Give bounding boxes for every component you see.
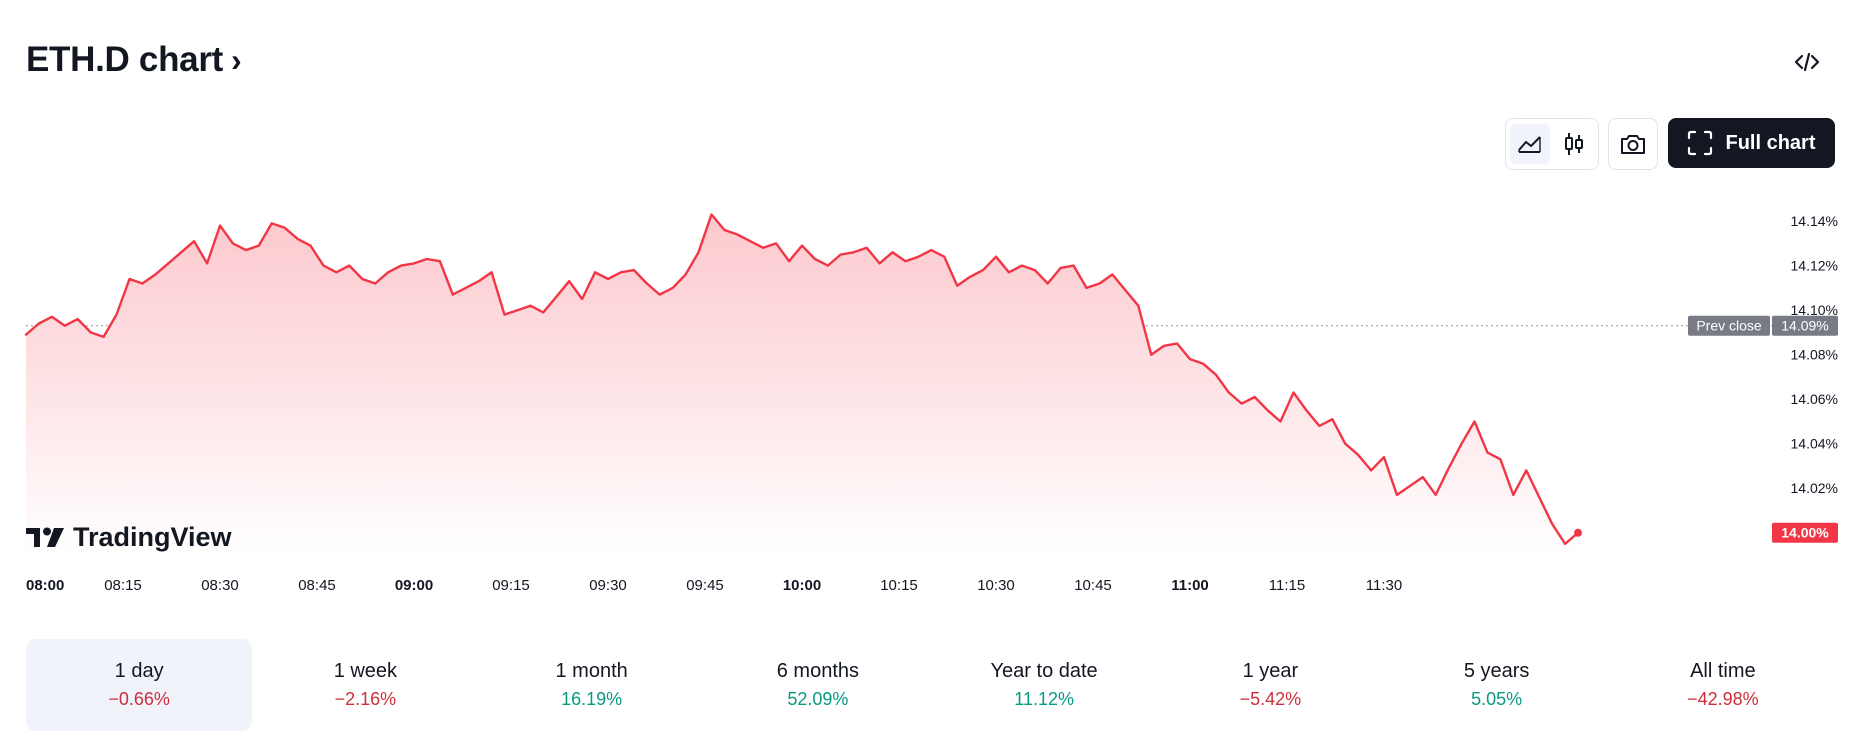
period-change: 16.19% xyxy=(561,689,623,709)
period-tab[interactable]: 6 months 52.09% xyxy=(705,639,931,731)
period-tabs: 1 day −0.66% 1 week −2.16% 1 month 16.19% 6 mo… xyxy=(26,639,1836,731)
y-tick-label: 14.04% xyxy=(1791,436,1838,452)
x-tick-label: 10:30 xyxy=(977,577,1015,594)
period-label: 1 week xyxy=(333,660,398,682)
period-label: All time xyxy=(1690,660,1756,682)
last-price-dot xyxy=(1574,528,1582,537)
fullscreen-icon xyxy=(1688,130,1713,156)
x-tick-label: 08:30 xyxy=(201,577,239,594)
period-label: 5 years xyxy=(1463,660,1530,682)
full-chart-label: Full chart xyxy=(1725,131,1816,154)
x-tick-label: 08:45 xyxy=(298,577,336,594)
period-tab[interactable]: 1 day −0.66% xyxy=(26,639,253,731)
embed-code-icon xyxy=(1794,52,1820,72)
candlestick-chart-button[interactable] xyxy=(1554,124,1594,164)
x-tick-label: 09:30 xyxy=(589,577,627,594)
x-tick-label: 10:00 xyxy=(783,577,821,594)
period-tab[interactable]: 5 years 5.05% xyxy=(1384,639,1610,731)
prev-close-label: Prev close xyxy=(1696,318,1762,334)
x-tick-label: 09:45 xyxy=(686,577,724,594)
x-tick-label: 11:00 xyxy=(1171,577,1209,594)
period-change: −2.16% xyxy=(334,689,397,709)
x-tick-label: 08:15 xyxy=(104,577,142,594)
price-chart[interactable]: 14.14% 14.12% 14.10% 14.08% 14.06% 14.04% 14.0… xyxy=(0,180,1869,610)
period-change: −0.66% xyxy=(108,689,170,709)
period-label: 1 year xyxy=(1242,660,1299,682)
y-tick-label: 14.08% xyxy=(1791,347,1838,363)
chevron-right-icon: › xyxy=(231,41,242,78)
period-label: 1 month xyxy=(555,660,628,682)
last-price-value: 14.00% xyxy=(1781,525,1829,541)
chart-style-toggle xyxy=(1505,118,1599,170)
period-change: 5.05% xyxy=(1471,689,1523,709)
period-tab[interactable]: 1 month 16.19% xyxy=(479,639,705,731)
period-change: 52.09% xyxy=(787,689,849,709)
camera-icon xyxy=(1621,135,1645,154)
x-tick-label: 08:00 xyxy=(26,577,64,594)
x-tick-label: 10:15 xyxy=(880,577,918,594)
chart-title-link[interactable]: ETH.D chart › xyxy=(26,40,242,80)
last-price-badge: 14.00% xyxy=(1772,522,1838,543)
candlestick-icon xyxy=(1565,133,1583,155)
tradingview-logo: TradingView xyxy=(26,522,233,552)
period-label: 6 months xyxy=(776,660,859,682)
area-chart-icon xyxy=(1518,136,1541,153)
prev-close-value: 14.09% xyxy=(1781,318,1828,334)
snapshot-button[interactable] xyxy=(1608,118,1658,170)
y-tick-label: 14.12% xyxy=(1791,258,1838,274)
area-chart-button[interactable] xyxy=(1510,124,1550,164)
x-tick-label: 09:15 xyxy=(492,577,530,594)
embed-code-button[interactable] xyxy=(1789,44,1825,80)
y-tick-label: 14.14% xyxy=(1791,213,1838,229)
series-line xyxy=(24,213,1580,546)
period-change: −5.42% xyxy=(1239,689,1302,709)
tradingview-logo-text: TradingView xyxy=(73,522,233,552)
period-tab[interactable]: All time −42.98% xyxy=(1610,639,1836,731)
prev-close-badge: Prev close 14.09% xyxy=(1688,315,1838,336)
x-tick-label: 11:30 xyxy=(1366,577,1402,594)
y-tick-label: 14.02% xyxy=(1791,480,1838,496)
period-tab[interactable]: 1 week −2.16% xyxy=(252,639,478,731)
x-tick-label: 11:15 xyxy=(1269,577,1305,594)
period-label: 1 day xyxy=(114,660,164,682)
full-chart-button[interactable]: Full chart xyxy=(1668,118,1835,168)
period-change: 11.12% xyxy=(1014,689,1074,709)
x-tick-label: 10:45 xyxy=(1074,577,1112,594)
y-tick-label: 14.10% xyxy=(1791,302,1838,318)
area-fill xyxy=(26,214,1578,555)
period-change: −42.98% xyxy=(1687,689,1759,709)
period-tab[interactable]: 1 year −5.42% xyxy=(1157,639,1383,731)
x-tick-label: 09:00 xyxy=(395,577,433,594)
period-tab[interactable]: Year to date 11.12% xyxy=(931,639,1157,731)
period-label: Year to date xyxy=(990,660,1098,682)
page-title: ETH.D chart xyxy=(26,40,224,79)
y-tick-label: 14.06% xyxy=(1791,391,1838,407)
